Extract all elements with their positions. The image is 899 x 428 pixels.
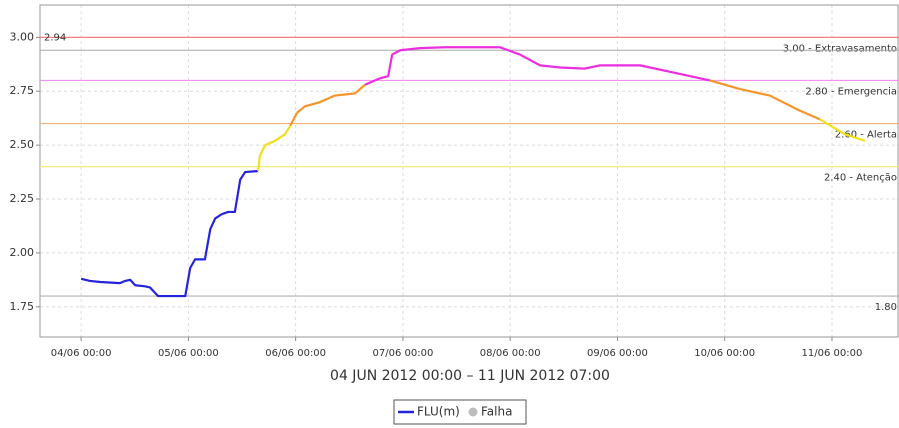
- series-connector: [289, 112, 298, 127]
- series-connector: [364, 77, 381, 86]
- y-tick-label: 2.25: [10, 192, 35, 205]
- series-line: [844, 133, 866, 142]
- legend-label: Falha: [481, 405, 512, 419]
- y-tick-label: 1.75: [10, 300, 35, 313]
- plot-frame: [39, 4, 899, 338]
- x-tick-label: 05/06 00:00: [158, 348, 219, 359]
- threshold-label: 3.00 - Extravasamento: [783, 43, 897, 54]
- series-line: [379, 46, 711, 82]
- x-tick-label: 11/06 00:00: [802, 348, 863, 359]
- x-tick-label: 04/06 00:00: [51, 348, 112, 359]
- series-line: [80, 169, 259, 298]
- series-connector: [257, 155, 261, 172]
- series-connector: [709, 79, 741, 91]
- legend-box: [393, 399, 527, 425]
- series-line: [739, 88, 821, 121]
- x-tick-label: 10/06 00:00: [694, 348, 755, 359]
- legend-swatch: [468, 407, 478, 417]
- y-tick-label: 2.75: [10, 84, 35, 97]
- x-tick-label: 07/06 00:00: [372, 348, 433, 359]
- x-axis-label: 04 JUN 2012 00:00 – 11 JUN 2012 07:00: [330, 368, 610, 384]
- threshold-label: 2.40 - Atenção: [824, 173, 897, 184]
- threshold-label: 2.60 - Alerta: [835, 130, 897, 141]
- max-label: 2.94: [44, 32, 66, 43]
- x-tick-label: 08/06 00:00: [480, 348, 541, 359]
- series-connector: [819, 118, 846, 136]
- legend-label: FLU(m): [417, 405, 460, 419]
- x-tick-label: 09/06 00:00: [587, 348, 648, 359]
- legend: FLU(m) Falha: [393, 399, 527, 425]
- threshold-label: 2.80 - Emergencia: [805, 86, 897, 97]
- y-tick-label: 3.00: [10, 30, 35, 43]
- x-tick-label: 06/06 00:00: [265, 348, 326, 359]
- series-line: [296, 83, 366, 114]
- threshold-label: 1.80: [875, 302, 897, 313]
- y-tick-label: 2.00: [10, 246, 35, 259]
- series-line: [258, 125, 292, 157]
- y-tick-label: 2.50: [10, 138, 35, 151]
